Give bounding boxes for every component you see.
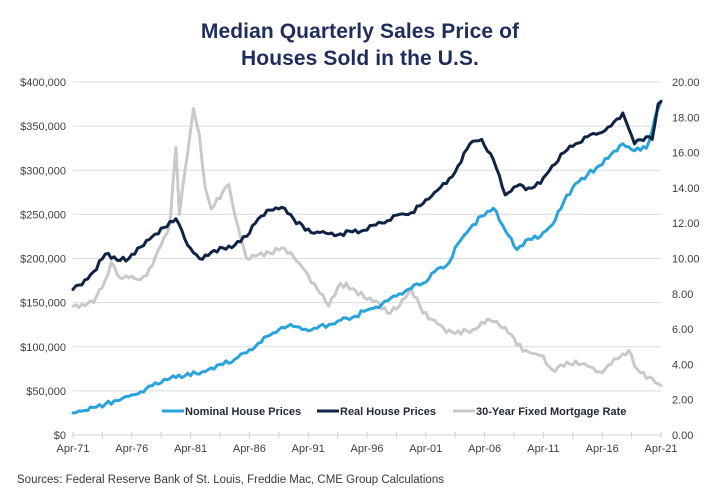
x-tick-label: Apr-01 <box>409 443 442 455</box>
y-left-tick-label: $50,000 <box>26 386 66 398</box>
x-tick-label: Apr-06 <box>468 443 501 455</box>
y-right-tick-label: 4.00 <box>672 359 693 371</box>
y-left-tick-label: $400,000 <box>20 77 66 89</box>
y-right-tick-label: 18.00 <box>672 112 700 124</box>
chart-title-line-1: Median Quarterly Sales Price of <box>200 20 520 43</box>
y-left-tick-label: $0 <box>54 430 66 442</box>
chart-title: Median Quarterly Sales Price of Houses S… <box>0 18 720 72</box>
chart-title-line-2: Houses Sold in the U.S. <box>241 47 479 70</box>
y-right-tick-label: 16.00 <box>672 148 700 160</box>
y-right-tick-label: 0.00 <box>672 430 693 442</box>
x-tick-label: Apr-91 <box>292 443 325 455</box>
legend: Nominal House Prices Real House Prices 30-… <box>162 406 626 418</box>
y-right-tick-label: 20.00 <box>672 77 700 89</box>
series-line-30-year-fixed-mortgage-rate <box>71 107 663 388</box>
y-axis-right: 0.00 2.00 4.00 6.00 8.00 10.00 12.00 14.00 16.00… <box>672 77 700 442</box>
x-tick-label: Apr-81 <box>174 443 207 455</box>
x-tick-label: Apr-21 <box>644 443 677 455</box>
y-left-tick-label: $150,000 <box>20 298 66 310</box>
y-right-tick-label: 2.00 <box>672 395 693 407</box>
x-tick-label: Apr-86 <box>233 443 266 455</box>
legend-label: Real House Prices <box>340 406 436 418</box>
y-axis-left: $0 $50,000 $100,000 $150,000 $200,000 $250,00… <box>20 77 66 442</box>
y-right-tick-label: 10.00 <box>672 254 700 266</box>
gridlines <box>73 81 661 392</box>
y-right-tick-label: 14.00 <box>672 183 700 195</box>
legend-label: 30-Year Fixed Mortgage Rate <box>476 406 626 418</box>
x-axis: Apr-71 Apr-76 Apr-81 Apr-86 Apr-91 Apr-96 Apr-… <box>56 432 678 455</box>
x-tick-label: Apr-11 <box>527 443 559 455</box>
x-tick-label: Apr-96 <box>350 443 383 455</box>
y-right-tick-label: 8.00 <box>672 289 693 301</box>
y-right-tick-label: 6.00 <box>672 324 693 336</box>
y-left-tick-label: $350,000 <box>20 121 66 133</box>
legend-item: Real House Prices <box>317 406 436 418</box>
series-group <box>71 99 663 415</box>
x-tick-label: Apr-76 <box>115 443 148 455</box>
legend-item: Nominal House Prices <box>162 406 301 418</box>
y-left-tick-label: $250,000 <box>20 209 66 221</box>
y-left-tick-label: $100,000 <box>20 342 66 354</box>
legend-item: 30-Year Fixed Mortgage Rate <box>453 406 626 418</box>
y-left-tick-label: $300,000 <box>20 165 66 177</box>
series-line-real-house-prices <box>71 99 663 291</box>
source-note: Sources: Federal Reserve Bank of St. Lou… <box>17 474 444 486</box>
x-tick-label: Apr-16 <box>586 443 619 455</box>
y-right-tick-label: 12.00 <box>672 218 700 230</box>
x-tick-label: Apr-71 <box>56 443 89 455</box>
series-line-nominal-house-prices <box>71 99 663 415</box>
y-left-tick-label: $200,000 <box>20 254 66 266</box>
legend-label: Nominal House Prices <box>185 406 301 418</box>
